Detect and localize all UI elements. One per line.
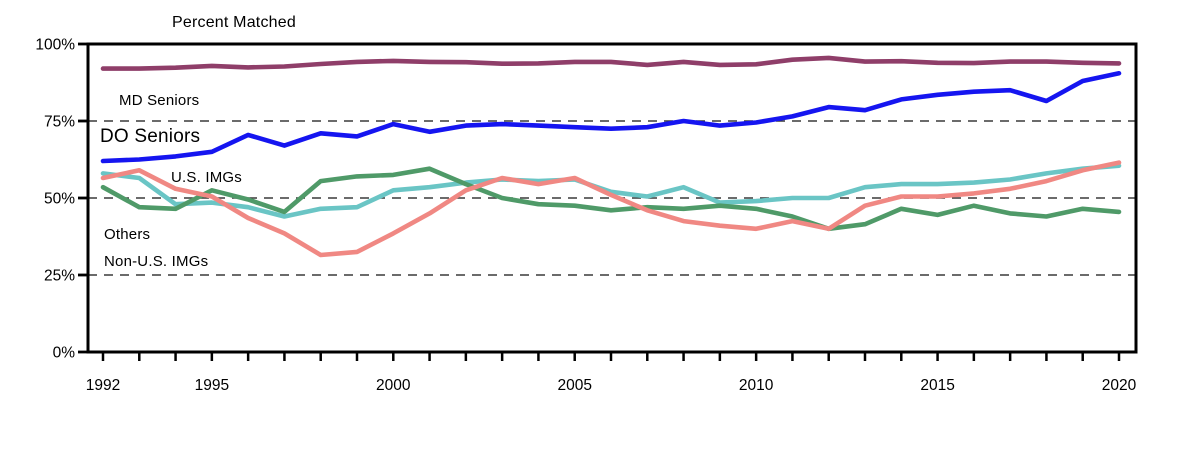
x-tick-label: 2020 xyxy=(1102,377,1137,394)
x-tick-label: 2000 xyxy=(376,377,411,394)
y-tick-label: 0% xyxy=(53,345,76,362)
series-label-md-seniors: MD Seniors xyxy=(119,92,200,109)
x-tick-label: 2005 xyxy=(557,377,591,394)
y-tick-label: 100% xyxy=(35,37,75,54)
series-line-u-s-imgs xyxy=(100,163,1122,219)
series-label-do-seniors: DO Seniors xyxy=(100,126,201,147)
y-tick-label: 75% xyxy=(44,114,75,131)
series-line-others xyxy=(100,166,1122,232)
series-label-non-us-imgs: Non-U.S. IMGs xyxy=(104,253,209,270)
x-tick-label: 2010 xyxy=(739,377,774,394)
series-label-us-imgs: U.S. IMGs xyxy=(171,169,242,186)
x-tick-label: 2015 xyxy=(920,377,954,394)
series-line-md-seniors xyxy=(100,55,1122,71)
chart-title: Percent Matched xyxy=(172,14,296,31)
x-tick-label: 1992 xyxy=(86,377,120,394)
series-line-non-u-s-imgs xyxy=(100,160,1122,258)
y-tick-label: 50% xyxy=(44,191,75,208)
series-line-do-seniors xyxy=(100,71,1122,164)
x-tick-label: 1995 xyxy=(195,377,229,394)
y-tick-label: 25% xyxy=(44,268,75,285)
series-label-others: Others xyxy=(104,226,151,243)
